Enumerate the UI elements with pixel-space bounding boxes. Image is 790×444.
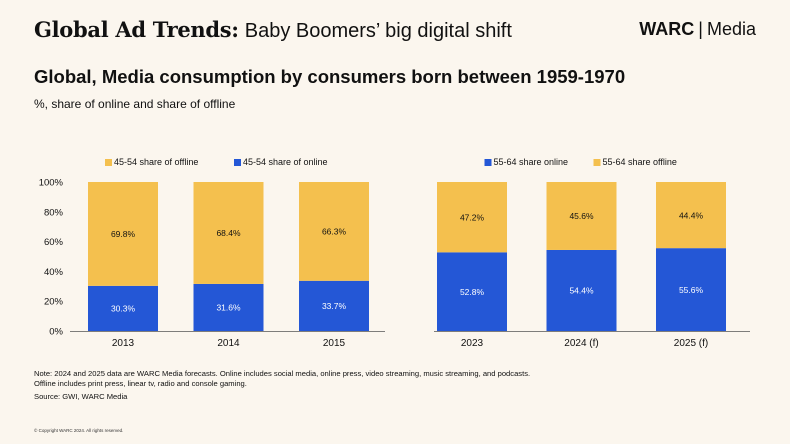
chart-panel-2: 52.8% 47.2% 2023 54.4% 45.6% 2024 (f) 55.6% 44.… xyxy=(434,157,750,349)
x-tick-label: 2014 xyxy=(217,338,240,349)
y-tick-label: 40% xyxy=(44,267,64,278)
x-tick-label: 2015 xyxy=(323,338,346,349)
bar-segment xyxy=(437,252,507,331)
legend-swatch xyxy=(484,159,492,166)
chart-legend: 45-54 share of offline 45-54 share of onl… xyxy=(105,157,328,167)
data-label: 55.6% xyxy=(679,285,704,295)
x-tick-label: 2025 (f) xyxy=(674,338,708,349)
data-label: 68.4% xyxy=(216,228,241,238)
data-label: 30.3% xyxy=(111,304,136,314)
y-tick-label: 100% xyxy=(39,178,64,189)
chart-title: Global, Media consumption by consumers b… xyxy=(34,66,626,87)
legend-label: 55-64 share online xyxy=(494,157,569,167)
y-tick-label: 20% xyxy=(44,297,64,308)
chart-subtitle: %, share of online and share of offline xyxy=(34,97,236,111)
header-title-subtitle: Baby Boomers’ big digital shift xyxy=(244,20,512,42)
bar-segment xyxy=(656,248,726,331)
bar-segment xyxy=(88,285,158,331)
stacked-bar-charts: 0% 20% 40% 60% 80% 100% 30.3% 69.8% 2013 31.6% 68.… xyxy=(39,157,750,349)
brand-product: Media xyxy=(706,19,756,39)
legend-swatch xyxy=(234,159,241,166)
data-label: 31.6% xyxy=(216,303,241,313)
brand-name: WARC xyxy=(639,19,695,39)
x-tick-label: 2013 xyxy=(112,338,135,349)
chart-panel-1: 0% 20% 40% 60% 80% 100% 30.3% 69.8% 2013 31.6% 68.… xyxy=(39,157,385,349)
data-label: 54.4% xyxy=(569,286,594,296)
brand-separator: | xyxy=(698,19,703,39)
x-tick-label: 2023 xyxy=(461,338,484,349)
bar-segment xyxy=(437,182,507,253)
x-tick-label: 2024 (f) xyxy=(564,338,598,349)
y-tick-label: 0% xyxy=(49,327,63,338)
chart-legend: 55-64 share online 55-64 share offline xyxy=(484,157,677,167)
y-tick-label: 60% xyxy=(44,237,64,248)
header-title-bold: Global Ad Trends: xyxy=(34,17,239,42)
copyright-note: © Copyright WARC 2024. All rights reserv… xyxy=(34,428,124,433)
data-label: 45.6% xyxy=(569,211,594,221)
bar-segment xyxy=(656,182,726,249)
data-label: 47.2% xyxy=(460,212,485,222)
bar-segment xyxy=(193,182,264,284)
legend-label: 55-64 share offline xyxy=(603,157,677,167)
bar-segment xyxy=(88,182,158,286)
data-label: 52.8% xyxy=(460,287,485,297)
legend-swatch xyxy=(593,159,601,166)
bar-segment xyxy=(299,182,369,281)
brand-logo: WARC | Media xyxy=(639,19,756,40)
data-label: 44.4% xyxy=(679,210,704,220)
note-line-1: Note: 2024 and 2025 data are WARC Media … xyxy=(34,369,531,378)
chart-notes: Note: 2024 and 2025 data are WARC Media … xyxy=(34,369,754,388)
data-label: 33.7% xyxy=(322,301,347,311)
bar-segment xyxy=(546,249,617,331)
legend-swatch xyxy=(105,159,112,166)
data-label: 66.3% xyxy=(322,227,347,237)
legend-label: 45-54 share of online xyxy=(243,157,328,167)
bar-segment xyxy=(299,280,369,331)
bar-segment xyxy=(193,283,264,331)
header-title: Global Ad Trends: Baby Boomers’ big digit… xyxy=(34,17,512,43)
data-label: 69.8% xyxy=(111,229,136,239)
source-note: Source: GWI, WARC Media xyxy=(34,392,128,401)
legend-label: 45-54 share of offline xyxy=(114,157,198,167)
y-tick-label: 80% xyxy=(44,207,64,218)
note-line-2: Offline includes print press, linear tv,… xyxy=(34,378,247,388)
bar-segment xyxy=(546,182,617,250)
